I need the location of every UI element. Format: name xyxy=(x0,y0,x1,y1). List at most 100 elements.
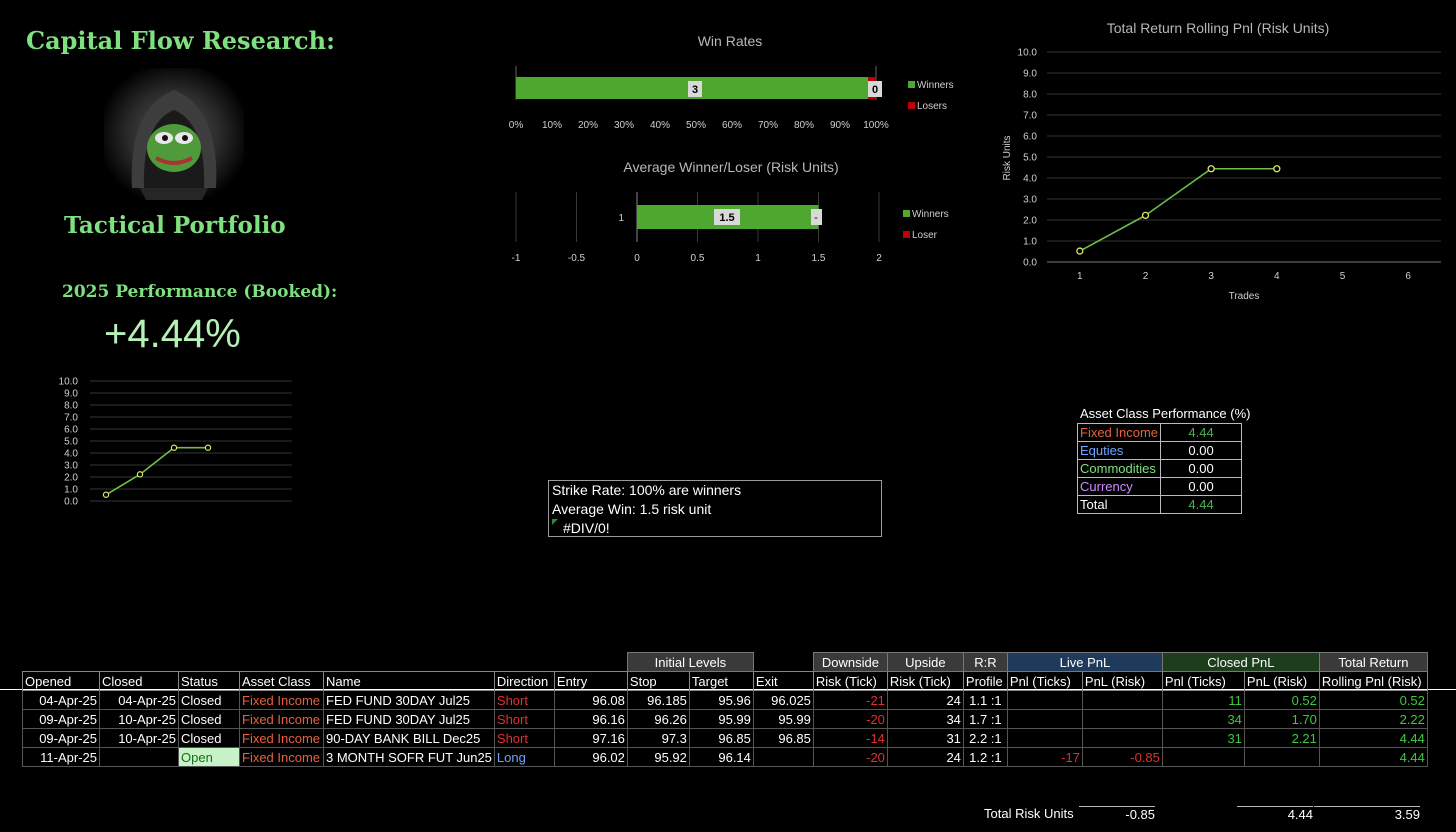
column-header: Risk (Tick) xyxy=(886,671,964,691)
small-y-tick: 9.0 xyxy=(64,389,78,400)
group-closed-pnl: Closed PnL xyxy=(1161,652,1320,672)
brand-title: Capital Flow Research: xyxy=(26,26,335,55)
rolling-chart-title: Total Return Rolling Pnl (Risk Units) xyxy=(1106,20,1330,36)
small-y-tick: 4.0 xyxy=(64,449,78,460)
trade-cell-target: 96.14 xyxy=(688,747,754,767)
trade-cell-stop: 95.92 xyxy=(626,747,690,767)
rolling-y-tick: 10.0 xyxy=(1018,48,1038,59)
trade-cell-live-risk xyxy=(1081,690,1163,710)
trade-row: 09-Apr-25 10-Apr-25 Closed Fixed Income FED … xyxy=(22,709,1428,729)
asset-value: 0.00 xyxy=(1160,441,1243,460)
asset-name: Currency xyxy=(1076,477,1162,496)
small-y-tick: 3.0 xyxy=(64,461,78,472)
trade-cell-closed-risk: 2.21 xyxy=(1243,728,1320,748)
small-y-tick: 7.0 xyxy=(64,413,78,424)
asset-row: Equties 0.00 xyxy=(1076,441,1243,460)
trade-cell-closed: 10-Apr-25 xyxy=(99,709,179,729)
column-header: Exit xyxy=(752,671,814,691)
total-risk-units-label: Total Risk Units xyxy=(984,806,1074,821)
column-header: Name xyxy=(323,671,495,691)
asset-row: Total 4.44 xyxy=(1076,495,1243,514)
group-upside: Upside xyxy=(886,652,964,672)
win-rates-x-tick: 60% xyxy=(722,120,742,131)
trade-cell-up: 34 xyxy=(886,709,964,729)
asset-name: Fixed Income xyxy=(1076,423,1162,442)
rolling-x-tick: 6 xyxy=(1405,271,1411,282)
trade-cell-up: 31 xyxy=(886,728,964,748)
legend-avg-loser: Loser xyxy=(912,230,938,241)
trade-cell-down: -14 xyxy=(812,728,888,748)
asset-value: 0.00 xyxy=(1160,459,1243,478)
small-point xyxy=(136,471,144,478)
rolling-y-tick: 5.0 xyxy=(1023,153,1037,164)
legend-winners: Winners xyxy=(917,80,954,91)
win-rates-x-tick: 20% xyxy=(578,120,598,131)
column-header: Pnl (Ticks) xyxy=(1161,671,1245,691)
small-point xyxy=(102,491,110,498)
rolling-point xyxy=(1273,165,1281,173)
avg-x-tick: 0 xyxy=(634,253,640,264)
small-y-tick: 5.0 xyxy=(64,437,78,448)
losers-data-label: 0 xyxy=(872,84,878,96)
rolling-x-tick: 5 xyxy=(1340,271,1346,282)
column-header: Closed xyxy=(99,671,179,691)
column-header: PnL (Risk) xyxy=(1243,671,1320,691)
asset-value: 4.44 xyxy=(1160,423,1243,442)
frog-hoodie-avatar-icon xyxy=(104,68,244,200)
small-y-tick: 1.0 xyxy=(64,485,78,496)
trade-cell-stop: 97.3 xyxy=(626,728,690,748)
trade-cell-direction: Short xyxy=(493,728,555,748)
trade-row: 09-Apr-25 10-Apr-25 Closed Fixed Income 90-D… xyxy=(22,728,1428,748)
rolling-ylabel: Risk Units xyxy=(1002,135,1013,180)
small-y-tick: 0.0 xyxy=(64,497,78,508)
trade-cell-closed xyxy=(99,747,179,767)
rolling-point xyxy=(1141,211,1150,220)
trade-cell-closed: 10-Apr-25 xyxy=(99,728,179,748)
trade-cell-status: Open xyxy=(178,747,240,767)
trade-cell-live-ticks xyxy=(1006,709,1083,729)
small-y-tick: 10.0 xyxy=(59,377,79,388)
trade-cell-closed-ticks xyxy=(1161,747,1245,767)
rolling-point xyxy=(1076,247,1084,255)
trades-table: Initial Levels Downside Upside R:R Live … xyxy=(22,652,1428,767)
trade-cell-direction: Short xyxy=(493,690,555,710)
trade-cell-up: 24 xyxy=(886,690,964,710)
trade-cell-down: -21 xyxy=(812,690,888,710)
total-return-value: 3.59 xyxy=(1314,806,1420,825)
rolling-y-tick: 0.0 xyxy=(1023,258,1037,269)
trade-cell-exit: 96.85 xyxy=(752,728,814,748)
div-error-text: #DIV/0! xyxy=(563,520,610,536)
trade-cell-name: FED FUND 30DAY Jul25 xyxy=(323,709,495,729)
trade-cell-rolling: 0.52 xyxy=(1318,690,1428,710)
trade-cell-name: 3 MONTH SOFR FUT Jun25 xyxy=(323,747,495,767)
trade-cell-entry: 96.08 xyxy=(553,690,628,710)
trade-cell-status: Closed xyxy=(178,709,240,729)
small-y-tick: 6.0 xyxy=(64,425,78,436)
win-rates-x-tick: 0% xyxy=(509,120,524,131)
win-rates-title: Win Rates xyxy=(697,33,763,49)
win-rates-x-tick: 50% xyxy=(686,120,706,131)
group-total-return: Total Return xyxy=(1318,652,1428,672)
column-header: Direction xyxy=(493,671,555,691)
rolling-y-tick: 1.0 xyxy=(1023,237,1037,248)
avg-x-tick: -1 xyxy=(512,253,521,264)
avg-loser-data-label: - xyxy=(814,212,818,224)
group-downside: Downside xyxy=(812,652,888,672)
avg-chart-title: Average Winner/Loser (Risk Units) xyxy=(623,159,839,175)
win-rates-x-tick: 80% xyxy=(794,120,814,131)
trade-cell-rr: 1.7 :1 xyxy=(962,709,1008,729)
strike-rate-text: Strike Rate: 100% are winners xyxy=(552,482,742,498)
rolling-y-tick: 4.0 xyxy=(1023,174,1037,185)
trade-cell-entry: 97.16 xyxy=(553,728,628,748)
column-header: Stop xyxy=(626,671,690,691)
avg-x-tick: -0.5 xyxy=(568,253,586,264)
small-y-tick: 8.0 xyxy=(64,401,78,412)
avg-x-tick: 0.5 xyxy=(691,253,705,264)
trade-cell-entry: 96.02 xyxy=(553,747,628,767)
win-rates-x-tick: 10% xyxy=(542,120,562,131)
asset-value: 4.44 xyxy=(1160,495,1243,514)
small-series-line xyxy=(105,446,208,496)
column-header: Rolling Pnl (Risk) xyxy=(1318,671,1428,691)
trade-cell-rr: 1.1 :1 xyxy=(962,690,1008,710)
performance-value: +4.44% xyxy=(104,312,241,356)
